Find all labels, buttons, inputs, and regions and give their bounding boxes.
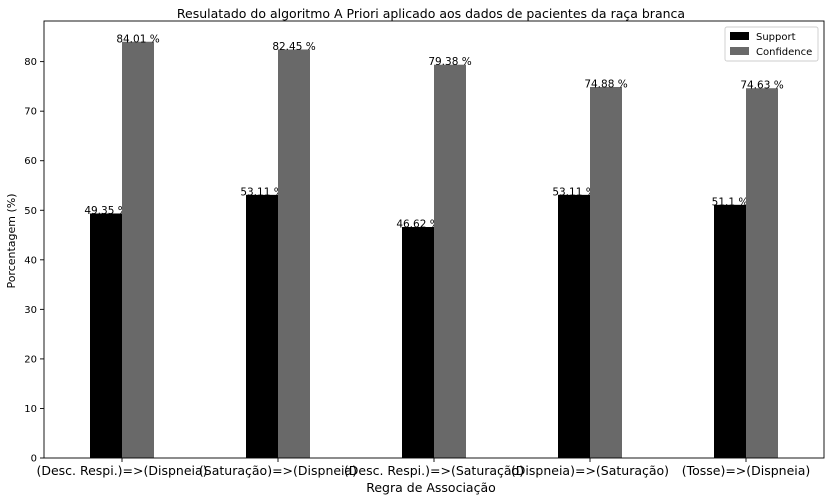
y-tick-label: 30 [24, 305, 37, 316]
y-tick-label: 80 [24, 57, 37, 68]
bar-support [558, 194, 590, 458]
x-axis-label: Regra de Associação [366, 480, 496, 495]
bar-confidence [278, 49, 310, 458]
x-tick-label: (Desc. Respi.)=>(Saturação) [344, 463, 524, 478]
chart-marks: 0 10 20 30 40 50 60 70 80 (Desc. Respi.)=>(Dispne… [24, 33, 810, 478]
chart-title: Resulatado do algoritmo A Priori aplicad… [177, 6, 685, 21]
data-label: 84.01 % [116, 33, 159, 45]
y-axis-label: Porcentagem (%) [5, 193, 18, 288]
y-tick-label: 10 [24, 404, 37, 415]
bar-confidence [434, 64, 466, 458]
bar-support [246, 194, 278, 458]
y-tick-label: 70 [24, 107, 37, 118]
bar-support [90, 213, 122, 458]
y-tick-label: 0 [31, 454, 37, 465]
y-tick-label: 50 [24, 206, 37, 217]
legend-swatch-support [730, 32, 749, 40]
bar-support [714, 204, 746, 458]
plot-frame [43, 20, 825, 459]
legend-label-support: Support [756, 32, 796, 43]
x-tick-label: (Dispneia)=>(Saturação) [511, 463, 669, 478]
bar-confidence [746, 88, 778, 458]
data-label: 49.35 % [84, 205, 127, 217]
bar-support [402, 227, 434, 458]
x-tick-label: (Saturação)=>(Dispneia) [199, 463, 357, 478]
bar-confidence [122, 41, 154, 458]
y-tick-label: 40 [24, 255, 37, 266]
y-tick-label: 60 [24, 156, 37, 167]
data-label: 53.11 % [552, 186, 595, 198]
data-label: 46.62 % [396, 219, 439, 231]
legend-label-confidence: Confidence [756, 47, 812, 58]
data-label: 74.88 % [584, 78, 627, 90]
data-label: 51.1 % [712, 196, 749, 208]
legend: Support Confidence [724, 26, 819, 62]
x-tick-label: (Tosse)=>(Dispneia) [682, 463, 811, 478]
data-label: 53.11 % [240, 186, 283, 198]
y-tick-label: 20 [24, 354, 37, 365]
bar-confidence [590, 86, 622, 459]
data-label: 74.63 % [740, 80, 783, 92]
legend-swatch-confidence [730, 47, 749, 55]
data-label: 82.45 % [272, 41, 315, 53]
x-tick-label: (Desc. Respi.)=>(Dispneia) [36, 463, 207, 478]
data-label: 79.38 % [428, 56, 471, 68]
